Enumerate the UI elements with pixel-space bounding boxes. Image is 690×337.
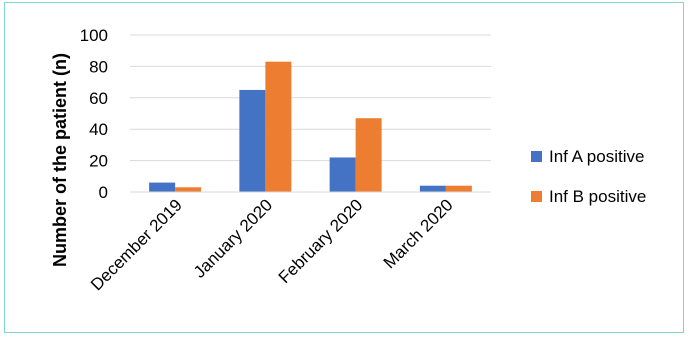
y-tick-label: 80 — [89, 57, 108, 76]
x-tick-label: January 2020 — [190, 195, 276, 281]
bar-series-b — [355, 118, 382, 192]
y-tick-labels: 0 20 40 60 80 100 — [80, 26, 108, 202]
x-tick-label: December 2019 — [87, 195, 186, 294]
bar-series-b — [445, 185, 472, 192]
bar-series-a — [149, 182, 176, 192]
bar-series-a — [419, 185, 446, 192]
x-tick-label: February 2020 — [275, 195, 367, 287]
bar-series-a — [239, 89, 266, 192]
bar-series-a — [329, 157, 356, 192]
legend-swatch — [531, 151, 542, 162]
legend-swatch — [531, 191, 542, 202]
y-tick-label: 60 — [89, 89, 108, 108]
bar-series-b — [265, 61, 292, 192]
y-tick-label: 0 — [99, 183, 108, 202]
gridlines — [130, 34, 491, 162]
y-axis-label: Number of the patient (n) — [50, 53, 70, 267]
bars — [149, 61, 472, 192]
y-tick-label: 100 — [80, 26, 108, 45]
legend-label: Inf A positive — [549, 147, 644, 166]
x-tick-label: March 2020 — [380, 195, 457, 272]
legend-label: Inf B positive — [549, 187, 646, 206]
y-tick-label: 20 — [89, 152, 108, 171]
legend: Inf A positive Inf B positive — [531, 147, 646, 206]
bar-series-b — [175, 187, 202, 192]
y-tick-label: 40 — [89, 120, 108, 139]
